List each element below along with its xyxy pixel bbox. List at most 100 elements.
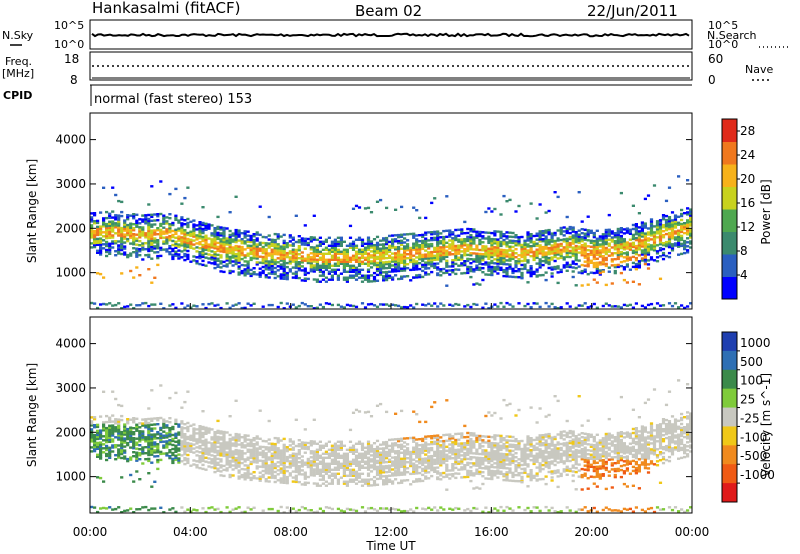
power-echo-cell [544,278,548,282]
power-echo-cell [120,234,124,238]
power-echo-cell [616,231,620,235]
power-echo-cell [610,254,614,257]
power-echo-cell [186,257,190,261]
power-echo-cell [538,203,542,206]
power-echo-cell [664,226,669,230]
velocity-echo-cell [135,508,139,511]
velocity-echo-cell [382,441,386,444]
velocity-echo-cell [117,426,121,429]
power-echo-cell [135,249,139,252]
power-echo-cell [397,257,401,261]
power-echo-cell [192,229,196,232]
velocity-echo-cell [192,463,196,466]
power-echo-cell [677,239,681,242]
power-echo-cell [327,302,331,306]
velocity-echo-cell [372,450,377,453]
power-echo-cell [550,240,554,243]
power-echo-cell [475,236,479,239]
velocity-echo-cell [385,464,389,468]
power-echo-cell [484,249,488,252]
power-echo-cell [646,194,651,197]
power-echo-cell [174,232,178,235]
velocity-echo-cell [132,451,136,454]
power-echo-cell [246,260,250,263]
power-echo-cell [234,236,238,240]
power-echo-cell [291,250,295,253]
power-echo-cell [442,245,446,249]
power-echo-cell [379,259,383,262]
power-echo-cell [559,306,563,309]
power-echo-cell [640,239,644,242]
power-echo-cell [273,266,277,270]
power-echo-cell [327,272,331,275]
power-echo-cell [686,219,690,222]
velocity-echo-cell [270,446,274,449]
velocity-echo-cell [144,420,148,423]
velocity-echo-cell [303,507,307,510]
velocity-echo-cell [168,443,172,446]
power-echo-cell [397,255,401,259]
velocity-echo-cell [397,469,401,473]
velocity-echo-cell [234,462,238,466]
power-echo-cell [105,222,109,226]
velocity-echo-cell [231,460,235,463]
power-echo-cell [484,273,488,276]
power-echo-cell [439,260,443,263]
power-echo-cell [514,260,518,263]
velocity-echo-cell [306,461,310,465]
power-echo-cell [105,234,109,238]
power-echo-cell [418,275,422,279]
power-echo-cell [577,259,581,262]
power-echo-cell [421,247,425,251]
power-echo-cell [339,262,343,265]
power-echo-cell [351,274,356,277]
power-echo-cell [228,239,232,243]
velocity-echo-cell [318,507,322,510]
power-echo-cell [643,197,647,201]
power-echo-cell [463,271,467,275]
power-echo-cell [388,234,392,238]
velocity-echo-cell [388,508,392,511]
power-echo-cell [661,226,666,229]
power-echo-cell [586,306,590,309]
power-echo-cell [99,231,103,234]
power-echo-cell [511,235,515,239]
power-echo-cell [207,261,211,264]
power-echo-cell [330,246,334,249]
velocity-echo-cell [108,424,112,427]
velocity-echo-cell [303,477,307,480]
velocity-echo-cell [312,440,316,443]
velocity-echo-cell [183,456,187,460]
power-echo-cell [138,244,142,247]
power-echo-cell [375,251,380,255]
power-echo-cell [141,230,145,233]
velocity-echo-cell [351,460,356,463]
power-echo-cell [108,230,112,233]
velocity-echo-cell [415,413,419,416]
velocity-echo-cell [150,433,154,436]
power-echo-cell [586,273,590,276]
power-echo-cell [222,238,226,242]
power-echo-cell [637,240,641,243]
velocity-echo-cell [126,420,130,423]
power-echo-cell [394,234,398,237]
power-echo-cell [375,241,380,245]
power-echo-cell [105,228,109,232]
power-echo-cell [180,230,184,233]
power-echo-cell [252,239,256,242]
power-echo-cell [520,251,524,255]
velocity-echo-cell [421,449,425,453]
velocity-echo-cell [132,441,136,444]
velocity-echo-cell [306,481,310,485]
power-echo-cell [222,270,226,274]
velocity-echo-cell [397,471,401,475]
power-echo-cell [144,242,148,245]
power-echo-cell [96,219,100,223]
power-echo-cell [427,255,431,258]
power-echo-cell [592,247,596,251]
power-echo-cell [291,258,295,261]
velocity-echo-cell [267,466,271,469]
power-echo-cell [586,257,590,260]
velocity-echo-cell [159,428,163,432]
velocity-echo-cell [126,422,130,425]
